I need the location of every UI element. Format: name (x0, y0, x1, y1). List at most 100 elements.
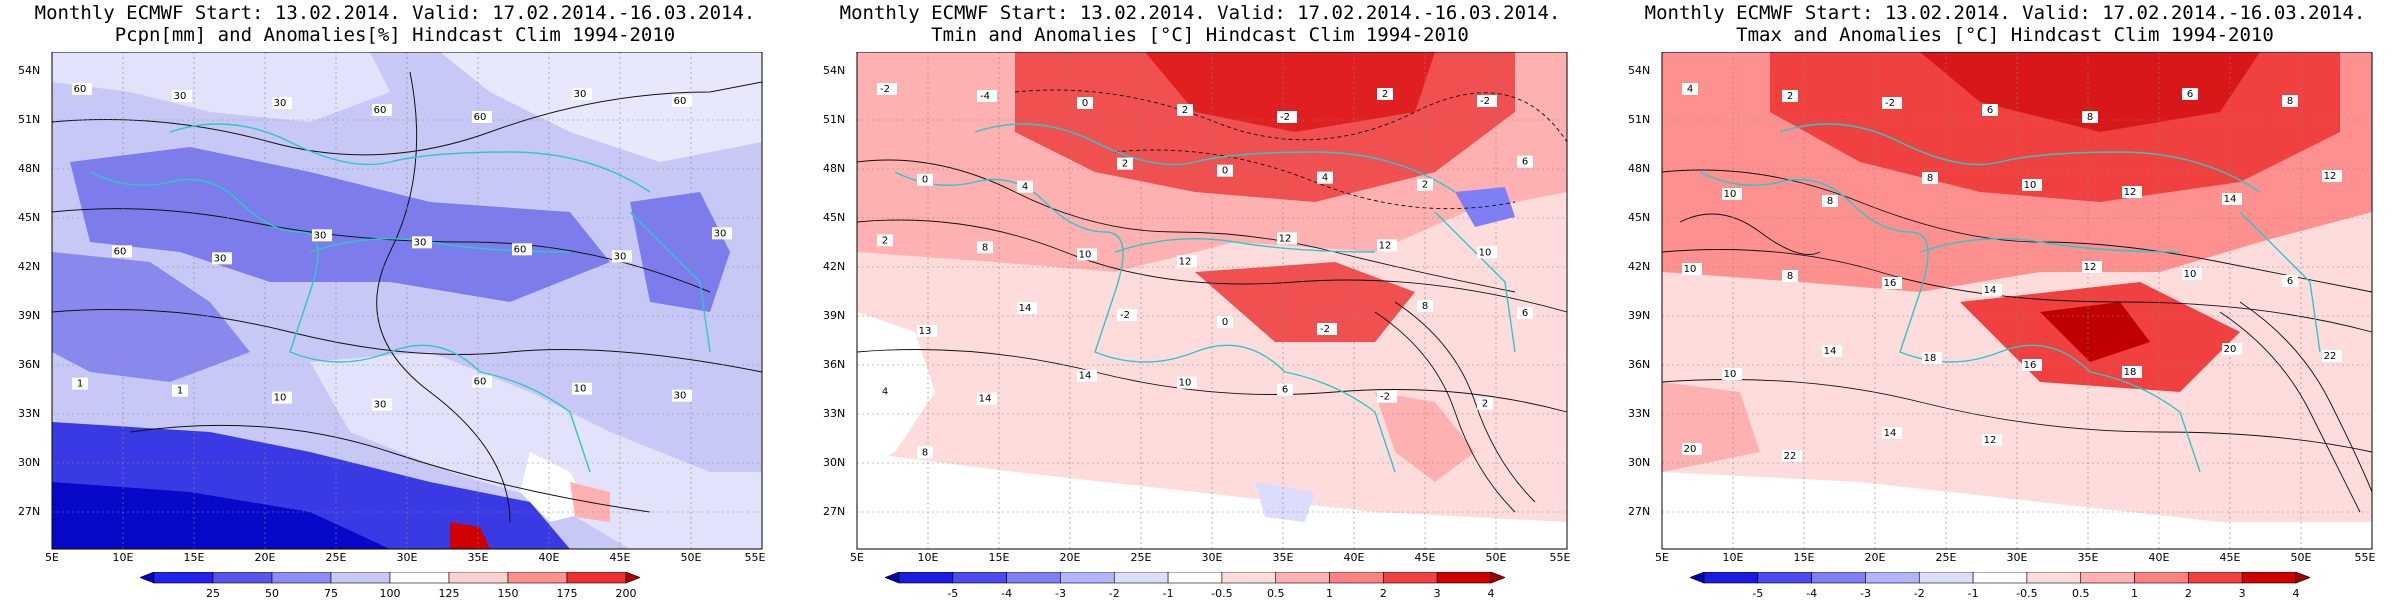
contour-label: 18 (2122, 366, 2142, 378)
svg-text:-2: -2 (1885, 98, 1895, 109)
svg-text:14: 14 (1019, 303, 1032, 314)
contour-label: 0 (1077, 97, 1093, 109)
svg-text:40E: 40E (2149, 551, 2170, 564)
contour-label: 10 (272, 391, 292, 404)
svg-text:15E: 15E (184, 551, 205, 564)
contour-label: 12 (1177, 255, 1197, 267)
colorbar-tick-label: 4 (2293, 587, 2300, 600)
svg-text:54N: 54N (823, 64, 845, 77)
svg-text:20E: 20E (1060, 551, 1081, 564)
panel-precipitation: Monthly ECMWF Start: 13.02.2014. Valid: … (10, 0, 780, 600)
colorbar-tmax-cells (1690, 572, 2310, 584)
colorbar-tmax-labels: -5-4-3-2-1-0.50.512345 (1752, 587, 2300, 600)
svg-text:6: 6 (1282, 385, 1288, 396)
svg-text:8: 8 (2287, 96, 2293, 107)
contour-label: 10 (1477, 246, 1497, 259)
svg-text:20: 20 (1684, 444, 1697, 455)
contour-label: 10 (2182, 268, 2202, 280)
svg-text:13: 13 (919, 326, 932, 337)
contour-label: 10 (1722, 368, 1742, 380)
contour-label: 12 (2322, 170, 2342, 182)
svg-text:8: 8 (2087, 112, 2093, 123)
svg-text:10E: 10E (113, 551, 134, 564)
svg-text:14: 14 (2224, 194, 2237, 205)
svg-text:45N: 45N (18, 211, 40, 224)
svg-text:25E: 25E (1936, 551, 1957, 564)
contour-label: 6 (1517, 155, 1533, 168)
contour-label: 12 (1982, 434, 2002, 446)
contour-label: 8 (1922, 172, 1938, 184)
contour-label: 6 (1277, 383, 1293, 396)
svg-text:45E: 45E (2220, 551, 2241, 564)
contour-label: 30 (172, 90, 192, 102)
svg-text:55E: 55E (2355, 551, 2376, 564)
colorbar-precip-labels: 25 50 75 100 125 150 175 200 (206, 587, 637, 600)
svg-text:36N: 36N (1628, 358, 1650, 371)
svg-text:10: 10 (2024, 180, 2037, 191)
svg-text:1: 1 (77, 379, 83, 390)
colorbar-tick-label: 2 (1380, 587, 1387, 600)
contour-label: 10 (1077, 248, 1097, 260)
colorbar-tick-label: -3 (1860, 587, 1871, 600)
contour-label: 10 (572, 382, 592, 395)
colorbar-precip: 25 50 75 100 125 150 175 200 (140, 572, 640, 600)
colorbar-tick-label: -0.5 (1211, 587, 1232, 600)
contour-label: 60 (472, 111, 492, 123)
contour-label: 14 (1077, 369, 1097, 382)
svg-text:39N: 39N (823, 309, 845, 322)
colorbar-tick-label: 0.5 (1267, 587, 1285, 600)
contour-label: -2 (1377, 390, 1397, 403)
contour-label: 10 (1682, 263, 1702, 275)
svg-text:50E: 50E (681, 551, 702, 564)
svg-text:30N: 30N (18, 456, 40, 469)
coastlines (1699, 123, 2321, 473)
colorbar-tick-label: 150 (498, 587, 519, 600)
svg-text:42N: 42N (1628, 260, 1650, 273)
colorbar-tick-label: 200 (616, 587, 637, 600)
contour-label: 10 (1177, 376, 1197, 389)
contour-label: 8 (977, 241, 993, 254)
contour-label: 0 (917, 173, 933, 186)
svg-text:20: 20 (2224, 344, 2237, 355)
svg-text:10: 10 (1479, 247, 1492, 258)
contour-label: 4 (1017, 180, 1033, 193)
contour-label: 2 (1477, 397, 1493, 410)
colorbar-end-right (2295, 572, 2310, 584)
lon-axis-precip: 5E 10E 15E 20E 25E 30E 35E 40E 45E 50E 5… (45, 551, 765, 564)
svg-text:12: 12 (2324, 171, 2337, 182)
svg-text:54N: 54N (18, 64, 40, 77)
svg-text:10: 10 (2184, 269, 2197, 280)
tmin-shading (857, 52, 1567, 549)
colorbar-tick-label: 125 (439, 587, 460, 600)
svg-text:2: 2 (882, 235, 888, 246)
contour-label: 30 (212, 252, 232, 264)
svg-text:14: 14 (1984, 285, 1997, 296)
contour-label: 16 (1882, 277, 1902, 289)
svg-text:51N: 51N (18, 113, 40, 126)
colorbar-end-right (1490, 572, 1505, 584)
svg-text:30: 30 (414, 237, 427, 248)
svg-text:6: 6 (1987, 105, 1993, 116)
contour-label: 0 (1217, 164, 1233, 177)
contour-label: 6 (1982, 104, 1998, 116)
svg-text:30: 30 (274, 98, 287, 109)
svg-text:27N: 27N (823, 505, 845, 518)
contour-label: -2 (1117, 309, 1137, 321)
contour-label: 12 (2122, 186, 2142, 198)
contour-label: -2 (1317, 323, 1337, 335)
svg-text:30: 30 (574, 89, 587, 100)
svg-text:35E: 35E (1273, 551, 1294, 564)
panel-title-line2: Pcpn[mm] and Anomalies[%] Hindcast Clim … (114, 24, 676, 46)
svg-text:12: 12 (2084, 262, 2097, 273)
panel-title-line2: Tmin and Anomalies [°C] Hindcast Clim 19… (931, 24, 1469, 46)
svg-text:60: 60 (474, 377, 487, 388)
svg-text:50E: 50E (1486, 551, 1507, 564)
colorbar-tmax: -5-4-3-2-1-0.50.512345 (1690, 572, 2310, 600)
contour-label: 60 (672, 95, 692, 107)
svg-text:14: 14 (1884, 428, 1897, 439)
contour-label: 30 (272, 97, 292, 109)
svg-text:2: 2 (1382, 89, 1388, 100)
svg-text:33N: 33N (823, 407, 845, 420)
grid (1662, 52, 2372, 549)
